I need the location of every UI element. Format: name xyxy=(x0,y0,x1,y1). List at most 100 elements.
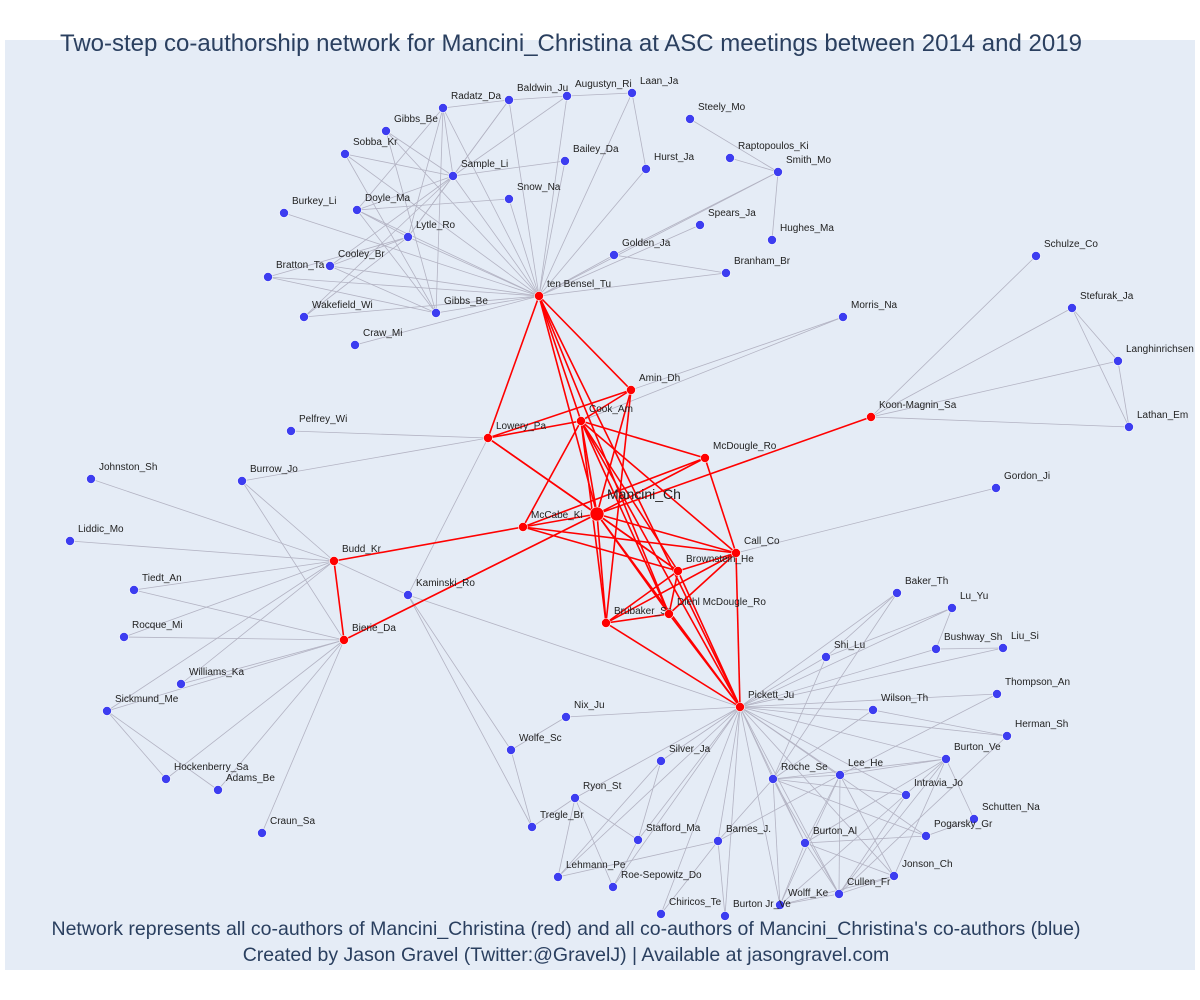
node-chiricos-te[interactable]: Chiricos_Te xyxy=(656,897,722,919)
node-stafford-ma[interactable]: Stafford_Ma xyxy=(633,823,701,845)
node-marker-chiricos-te[interactable] xyxy=(656,909,666,919)
node-gibbs-be-2[interactable]: Gibbs_Be xyxy=(431,296,489,318)
node-diehl-mcdougle-ro[interactable]: Diehl McDougle_Ro xyxy=(664,597,767,619)
node-cook-am[interactable]: Cook_Am xyxy=(576,404,633,426)
node-marker-cullen-fr[interactable] xyxy=(834,889,844,899)
node-mcdougle-ro[interactable]: McDougle_Ro xyxy=(700,441,777,463)
node-marker-johnston-sh[interactable] xyxy=(86,474,96,484)
node-augustyn-ri[interactable]: Augustyn_Ri xyxy=(562,79,632,101)
node-marker-gibbs-be-2[interactable] xyxy=(431,308,441,318)
node-barnes-j[interactable]: Barnes_J. xyxy=(713,824,772,846)
node-gordon-ji[interactable]: Gordon_Ji xyxy=(991,471,1051,493)
node-marker-snow-na[interactable] xyxy=(504,194,514,204)
node-gibbs-be[interactable]: Gibbs_Be xyxy=(381,114,439,136)
node-marker-budd-kr[interactable] xyxy=(329,556,339,566)
node-marker-burton-ve[interactable] xyxy=(941,754,951,764)
node-wolff-ke[interactable]: Wolff_Ke xyxy=(775,888,829,910)
node-steely-mo[interactable]: Steely_Mo xyxy=(685,102,746,124)
node-shi-lu[interactable]: Shi_Lu xyxy=(821,640,866,662)
node-marker-sample-li[interactable] xyxy=(448,171,458,181)
node-marker-burton-jr-ve[interactable] xyxy=(720,911,730,921)
node-hockenberry-sa[interactable]: Hockenberry_Sa xyxy=(161,762,249,784)
node-koon-magnin-sa[interactable]: Koon-Magnin_Sa xyxy=(866,400,957,422)
node-bratton-ta[interactable]: Bratton_Ta xyxy=(263,260,325,282)
node-marker-brownstein-he[interactable] xyxy=(673,566,683,576)
node-marker-tregle-br[interactable] xyxy=(527,822,537,832)
node-kaminski-ro[interactable]: Kaminski_Ro xyxy=(403,578,476,600)
node-liu-si[interactable]: Liu_Si xyxy=(998,631,1039,653)
node-pickett-ju[interactable]: Pickett_Ju xyxy=(735,690,795,712)
node-marker-rocque-mi[interactable] xyxy=(119,632,129,642)
node-marker-wilson-th[interactable] xyxy=(868,705,878,715)
node-johnston-sh[interactable]: Johnston_Sh xyxy=(86,462,158,484)
node-burrow-jo[interactable]: Burrow_Jo xyxy=(237,464,299,486)
node-marker-mccabe-ki[interactable] xyxy=(518,522,528,532)
node-burton-al[interactable]: Burton_Al xyxy=(800,826,857,848)
node-marker-craun-sa[interactable] xyxy=(257,828,267,838)
node-marker-smith-mo[interactable] xyxy=(773,167,783,177)
node-marker-schutten-na[interactable] xyxy=(969,814,979,824)
node-golden-ja[interactable]: Golden_Ja xyxy=(609,238,671,260)
node-marker-radatz-da[interactable] xyxy=(438,103,448,113)
node-smith-mo[interactable]: Smith_Mo xyxy=(773,155,832,177)
node-ten-bensel-tu[interactable]: ten Bensel_Tu xyxy=(534,279,612,301)
node-marker-lehmann-pe[interactable] xyxy=(553,872,563,882)
node-marker-burrow-jo[interactable] xyxy=(237,476,247,486)
node-burton-ve[interactable]: Burton_Ve xyxy=(941,742,1002,764)
node-marker-morris-na[interactable] xyxy=(838,312,848,322)
node-wolfe-sc[interactable]: Wolfe_Sc xyxy=(506,733,562,755)
node-marker-baker-th[interactable] xyxy=(892,588,902,598)
node-wilson-th[interactable]: Wilson_Th xyxy=(868,693,929,715)
node-marker-gordon-ji[interactable] xyxy=(991,483,1001,493)
node-tiedt-an[interactable]: Tiedt_An xyxy=(129,573,182,595)
node-radatz-da[interactable]: Radatz_Da xyxy=(438,91,502,113)
node-marker-lathan-em[interactable] xyxy=(1124,422,1134,432)
node-marker-ten-bensel-tu[interactable] xyxy=(534,291,544,301)
node-marker-langhinrichsen[interactable] xyxy=(1113,356,1123,366)
node-marker-mcdougle-ro[interactable] xyxy=(700,453,710,463)
node-marker-cook-am[interactable] xyxy=(576,416,586,426)
node-thompson-an[interactable]: Thompson_An xyxy=(992,677,1071,699)
node-brubaker-sa[interactable]: Brubaker_Sa xyxy=(601,606,673,628)
node-lathan-em[interactable]: Lathan_Em xyxy=(1124,410,1189,432)
node-nix-ju[interactable]: Nix_Ju xyxy=(561,700,605,722)
node-marker-pogarsky-gr[interactable] xyxy=(921,831,931,841)
node-marker-baldwin-ju[interactable] xyxy=(504,95,514,105)
node-mancini-ch[interactable]: Mancini_Ch xyxy=(589,486,681,522)
node-marker-lee-he[interactable] xyxy=(835,770,845,780)
node-snow-na[interactable]: Snow_Na xyxy=(504,182,561,204)
node-burton-jr-ve[interactable]: Burton Jr_Ve xyxy=(720,899,792,921)
node-raptopoulos-ki[interactable]: Raptopoulos_Ki xyxy=(725,141,809,163)
node-spears-ja[interactable]: Spears_Ja xyxy=(695,208,757,230)
node-marker-steely-mo[interactable] xyxy=(685,114,695,124)
node-marker-hurst-ja[interactable] xyxy=(641,164,651,174)
node-marker-thompson-an[interactable] xyxy=(992,689,1002,699)
node-baldwin-ju[interactable]: Baldwin_Ju xyxy=(504,83,569,105)
node-marker-laan-ja[interactable] xyxy=(627,88,637,98)
node-marker-amin-dh[interactable] xyxy=(626,385,636,395)
node-jonson-ch[interactable]: Jonson_Ch xyxy=(889,859,953,881)
node-stefurak-ja[interactable]: Stefurak_Ja xyxy=(1067,291,1134,313)
node-marker-diehl-mcdougle-ro[interactable] xyxy=(664,609,674,619)
node-marker-raptopoulos-ki[interactable] xyxy=(725,153,735,163)
node-pogarsky-gr[interactable]: Pogarsky_Gr xyxy=(921,819,994,841)
node-herman-sh[interactable]: Herman_Sh xyxy=(1002,719,1069,741)
node-marker-lu-yu[interactable] xyxy=(947,603,957,613)
node-branham-br[interactable]: Branham_Br xyxy=(721,256,791,278)
node-schulze-co[interactable]: Schulze_Co xyxy=(1031,239,1099,261)
node-marker-liddic-mo[interactable] xyxy=(65,536,75,546)
node-marker-silver-ja[interactable] xyxy=(656,756,666,766)
node-layer[interactable]: Radatz_Da Baldwin_Ju Augustyn_Ri Laan_Ja Gib… xyxy=(65,76,1194,921)
node-budd-kr[interactable]: Budd_Kr xyxy=(329,544,382,566)
node-langhinrichsen[interactable]: Langhinrichsen xyxy=(1113,344,1194,366)
node-marker-shi-lu[interactable] xyxy=(821,652,831,662)
node-marker-gibbs-be[interactable] xyxy=(381,126,391,136)
node-marker-call-co[interactable] xyxy=(731,548,741,558)
node-brownstein-he[interactable]: Brownstein_He xyxy=(673,554,755,576)
node-marker-roche-se[interactable] xyxy=(768,774,778,784)
node-marker-ryon-st[interactable] xyxy=(570,793,580,803)
node-baker-th[interactable]: Baker_Th xyxy=(892,576,949,598)
node-marker-schulze-co[interactable] xyxy=(1031,251,1041,261)
node-hurst-ja[interactable]: Hurst_Ja xyxy=(641,152,695,174)
